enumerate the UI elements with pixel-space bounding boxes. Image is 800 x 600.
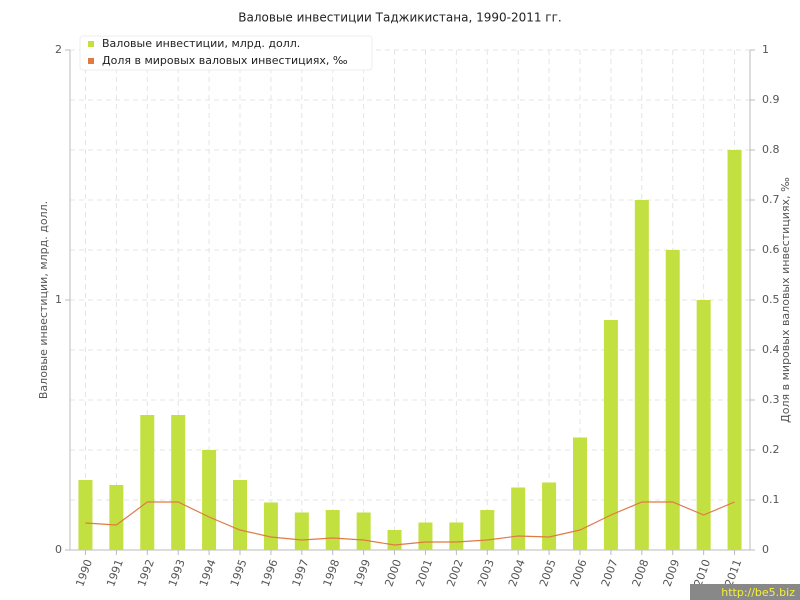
bar [418, 522, 433, 550]
bar [171, 415, 186, 550]
x-tick-label: 2003 [475, 558, 497, 589]
watermark: http://be5.biz [721, 586, 795, 599]
line [85, 501, 735, 546]
legend-box [79, 35, 373, 71]
x-tick-label: 1990 [73, 558, 95, 589]
x-tick-label: 1992 [135, 558, 157, 589]
y2-tick-label: 0.2 [762, 443, 780, 456]
chart-title: Валовые инвестиции Таджикистана, 1990-20… [238, 11, 561, 25]
x-tick-label: 1999 [351, 558, 373, 589]
y2-axis-label: Доля в мировых валовых инвестициях, ‰ [779, 177, 792, 423]
bar [233, 480, 247, 550]
x-tick-label: 2009 [661, 558, 683, 589]
bar [727, 150, 742, 550]
bar [573, 437, 587, 550]
x-tick-label: 2006 [568, 558, 590, 589]
x-tick-label: 2011 [722, 558, 744, 589]
bar [109, 485, 124, 550]
x-tick-label: 2004 [506, 558, 528, 589]
y-tick-label: 2 [55, 43, 62, 56]
bar [665, 250, 680, 550]
bar [356, 512, 371, 550]
legend-label: Валовые инвестиции, млрд. долл. [102, 37, 300, 50]
legend-label: Доля в мировых валовых инвестициях, ‰ [102, 54, 348, 67]
legend-swatch [88, 41, 94, 47]
bar [202, 450, 217, 550]
y-axis-label: Валовые инвестиции, млрд. долл. [37, 201, 50, 399]
x-tick-label: 2000 [382, 558, 404, 589]
bar [511, 487, 526, 550]
y-tick-label: 0 [55, 543, 62, 556]
x-tick-label: 1998 [321, 558, 343, 589]
x-tick-label: 1996 [259, 558, 281, 589]
y2-tick-label: 0 [762, 543, 769, 556]
x-tick-label: 1994 [197, 558, 219, 589]
x-tick-label: 2001 [413, 558, 435, 589]
x-tick-label: 2010 [691, 558, 713, 589]
legend: Валовые инвестиции, млрд. долл. Доля в ми… [79, 35, 373, 71]
y2-tick-label: 0.1 [762, 493, 780, 506]
y2-tick-label: 0.7 [762, 193, 780, 206]
bar [78, 480, 93, 550]
bar [294, 512, 309, 550]
watermark-bg [690, 584, 800, 600]
y2-tick-label: 0.8 [762, 143, 780, 156]
bar [542, 482, 557, 550]
y2-tick-label: 0.3 [762, 393, 780, 406]
bar [325, 510, 340, 550]
y-tick-label: 1 [55, 293, 62, 306]
x-tick-label: 1993 [166, 558, 188, 589]
y2-tick-label: 0.5 [762, 293, 780, 306]
x-tick-label: 1995 [228, 558, 250, 589]
bar [480, 510, 495, 550]
x-tick-label: 1991 [104, 558, 126, 589]
legend-swatch [88, 58, 94, 64]
y2-tick-label: 0.4 [762, 343, 780, 356]
y2-tick-label: 0.9 [762, 93, 780, 106]
bar [140, 415, 155, 550]
bar [263, 502, 278, 550]
bar [449, 522, 464, 550]
y2-tick-label: 1 [762, 43, 769, 56]
bar [634, 200, 649, 550]
x-tick-label: 2002 [444, 558, 466, 589]
x-tick-label: 1997 [290, 558, 312, 589]
bar [696, 300, 711, 550]
x-tick-label: 2005 [537, 558, 559, 589]
y2-tick-label: 0.6 [762, 243, 780, 256]
bar [387, 530, 402, 550]
bar [603, 320, 618, 550]
x-tick-label: 2007 [599, 558, 621, 589]
x-tick-label: 2008 [630, 558, 652, 589]
